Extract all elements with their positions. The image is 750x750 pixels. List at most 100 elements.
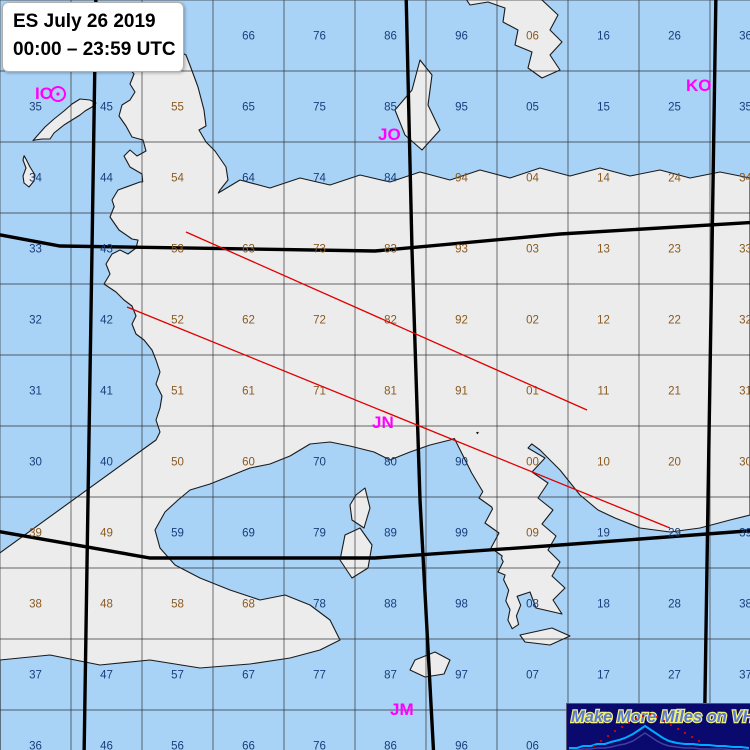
svg-text:61: 61	[242, 386, 255, 398]
svg-text:74: 74	[313, 173, 326, 185]
svg-text:96: 96	[455, 741, 468, 750]
svg-text:41: 41	[100, 386, 113, 398]
svg-text:52: 52	[171, 315, 184, 327]
svg-text:35: 35	[29, 102, 42, 114]
svg-text:14: 14	[597, 173, 610, 185]
svg-text:34: 34	[739, 173, 750, 185]
svg-text:27: 27	[668, 670, 681, 682]
svg-text:32: 32	[739, 315, 750, 327]
svg-text:KO: KO	[686, 76, 712, 95]
svg-text:79: 79	[313, 528, 326, 540]
svg-text:30: 30	[739, 457, 750, 469]
svg-text:92: 92	[455, 315, 468, 327]
svg-text:33: 33	[739, 244, 750, 256]
svg-text:JO: JO	[378, 125, 401, 144]
svg-text:36: 36	[739, 31, 750, 43]
svg-text:58: 58	[171, 599, 184, 611]
svg-text:46: 46	[100, 741, 113, 750]
svg-text:Make More Miles on VHF: Make More Miles on VHF	[571, 708, 750, 726]
svg-text:20: 20	[668, 457, 681, 469]
svg-text:81: 81	[384, 386, 397, 398]
svg-text:29: 29	[668, 528, 681, 540]
svg-text:36: 36	[29, 741, 42, 750]
svg-text:87: 87	[384, 670, 397, 682]
svg-text:31: 31	[29, 386, 42, 398]
svg-text:39: 39	[29, 528, 42, 540]
svg-text:07: 07	[526, 670, 539, 682]
svg-text:49: 49	[100, 528, 113, 540]
svg-text:34: 34	[29, 173, 42, 185]
svg-text:51: 51	[171, 386, 184, 398]
svg-text:03: 03	[526, 244, 539, 256]
svg-text:90: 90	[455, 457, 468, 469]
svg-text:59: 59	[171, 528, 184, 540]
svg-text:56: 56	[171, 741, 184, 750]
svg-text:65: 65	[242, 102, 255, 114]
svg-text:13: 13	[597, 244, 610, 256]
svg-text:68: 68	[242, 599, 255, 611]
svg-text:19: 19	[597, 528, 610, 540]
svg-text:94: 94	[455, 173, 468, 185]
svg-text:15: 15	[597, 102, 610, 114]
svg-text:04: 04	[526, 173, 539, 185]
svg-text:80: 80	[384, 457, 397, 469]
svg-text:23: 23	[668, 244, 681, 256]
svg-text:22: 22	[668, 315, 681, 327]
svg-text:75: 75	[313, 102, 326, 114]
svg-text:72: 72	[313, 315, 326, 327]
svg-text:12: 12	[597, 315, 610, 327]
svg-text:67: 67	[242, 670, 255, 682]
svg-text:26: 26	[668, 31, 681, 43]
svg-text:18: 18	[597, 599, 610, 611]
svg-text:25: 25	[668, 102, 681, 114]
svg-text:77: 77	[313, 670, 326, 682]
svg-text:38: 38	[29, 599, 42, 611]
svg-text:83: 83	[384, 244, 397, 256]
svg-text:89: 89	[384, 528, 397, 540]
svg-text:06: 06	[526, 741, 539, 750]
svg-text:24: 24	[668, 173, 681, 185]
svg-text:09: 09	[526, 528, 539, 540]
svg-text:06: 06	[526, 31, 539, 43]
svg-text:10: 10	[597, 457, 610, 469]
svg-text:37: 37	[29, 670, 42, 682]
svg-text:47: 47	[100, 670, 113, 682]
svg-text:63: 63	[242, 244, 255, 256]
svg-text:55: 55	[171, 102, 184, 114]
svg-text:JN: JN	[372, 413, 394, 432]
svg-text:28: 28	[668, 599, 681, 611]
svg-text:45: 45	[100, 102, 113, 114]
svg-text:60: 60	[242, 457, 255, 469]
svg-text:16: 16	[597, 31, 610, 43]
svg-text:44: 44	[100, 173, 113, 185]
svg-text:84: 84	[384, 173, 397, 185]
svg-text:43: 43	[100, 244, 113, 256]
svg-text:70: 70	[313, 457, 326, 469]
svg-text:78: 78	[313, 599, 326, 611]
svg-text:73: 73	[313, 244, 326, 256]
svg-text:32: 32	[29, 315, 42, 327]
svg-text:21: 21	[668, 386, 681, 398]
svg-text:57: 57	[171, 670, 184, 682]
svg-text:86: 86	[384, 31, 397, 43]
svg-text:69: 69	[242, 528, 255, 540]
svg-text:76: 76	[313, 31, 326, 43]
svg-text:11: 11	[598, 386, 610, 398]
svg-text:95: 95	[455, 102, 468, 114]
svg-text:64: 64	[242, 173, 255, 185]
svg-text:02: 02	[526, 315, 539, 327]
svg-text:76: 76	[313, 741, 326, 750]
svg-text:05: 05	[526, 102, 539, 114]
svg-text:50: 50	[171, 457, 184, 469]
svg-text:39: 39	[739, 528, 750, 540]
svg-text:35: 35	[739, 102, 750, 114]
svg-text:88: 88	[384, 599, 397, 611]
svg-text:31: 31	[739, 386, 750, 398]
svg-text:99: 99	[455, 528, 468, 540]
svg-text:97: 97	[455, 670, 468, 682]
svg-text:JM: JM	[390, 700, 414, 719]
svg-text:40: 40	[100, 457, 113, 469]
svg-text:96: 96	[455, 31, 468, 43]
svg-text:38: 38	[739, 599, 750, 611]
svg-text:66: 66	[242, 31, 255, 43]
